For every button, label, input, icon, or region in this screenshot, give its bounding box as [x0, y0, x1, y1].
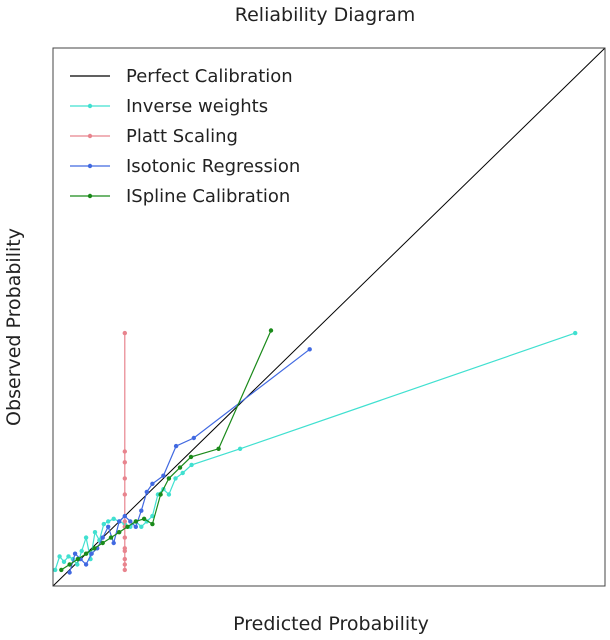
data-point-inverse-weights	[53, 567, 58, 573]
data-point-ispline-calibration	[268, 328, 274, 333]
data-point-isotonic-regression	[100, 535, 105, 540]
data-point-isotonic-regression	[307, 347, 312, 352]
data-point-isotonic-regression	[117, 519, 122, 524]
data-point-ispline-calibration	[100, 540, 105, 546]
data-point-inverse-weights	[83, 535, 89, 540]
legend-label: Platt Scaling	[126, 126, 238, 147]
data-point-isotonic-regression	[83, 562, 89, 567]
data-point-inverse-weights	[573, 330, 578, 336]
legend-label: Perfect Calibration	[126, 66, 293, 87]
data-point-inverse-weights	[150, 513, 155, 519]
data-point-ispline-calibration	[83, 551, 89, 556]
data-point-inverse-weights	[66, 554, 71, 559]
legend-marker	[87, 103, 93, 109]
x-axis-label: Predicted Probability	[233, 613, 429, 635]
y-axis-label: Observed Probability	[3, 228, 25, 426]
legend: Perfect Calibration Inverse weights Platt …	[70, 66, 300, 207]
data-point-ispline-calibration	[166, 476, 172, 481]
data-point-isotonic-regression	[139, 508, 144, 513]
data-point-isotonic-regression	[67, 570, 72, 575]
data-point-platt-scaling	[122, 548, 128, 554]
data-point-platt-scaling	[122, 492, 128, 497]
legend-item-platt-scaling: Platt Scaling	[70, 126, 238, 147]
data-point-platt-scaling	[122, 449, 128, 454]
data-point-platt-scaling	[122, 556, 128, 562]
data-point-ispline-calibration	[133, 519, 138, 524]
data-point-isotonic-regression	[144, 489, 149, 495]
legend-item-inverse-weights: Inverse weights	[70, 96, 268, 117]
data-point-platt-scaling	[122, 460, 128, 465]
legend-item-ispline-calibration: ISpline Calibration	[70, 186, 290, 207]
series-inverse-weights	[53, 330, 578, 573]
data-point-isotonic-regression	[191, 435, 196, 441]
data-point-ispline-calibration	[125, 524, 130, 529]
chart-title: Reliability Diagram	[235, 4, 415, 26]
data-point-isotonic-regression	[150, 481, 155, 486]
data-point-ispline-calibration	[117, 530, 122, 535]
series-ispline-calibration	[59, 328, 274, 573]
data-point-isotonic-regression	[106, 524, 111, 529]
data-point-platt-scaling	[122, 567, 128, 573]
data-point-ispline-calibration	[188, 454, 194, 460]
legend-item-perfect-calibration: Perfect Calibration	[70, 66, 293, 87]
series-line-inverse-weights	[54, 332, 576, 571]
data-point-inverse-weights	[111, 516, 116, 521]
data-point-ispline-calibration	[92, 546, 97, 551]
data-point-isotonic-regression	[72, 551, 78, 556]
data-point-ispline-calibration	[150, 521, 155, 527]
data-point-inverse-weights	[61, 559, 67, 564]
data-point-inverse-weights	[166, 492, 172, 497]
data-point-inverse-weights	[75, 562, 80, 567]
data-point-inverse-weights	[180, 470, 185, 476]
data-point-inverse-weights	[101, 521, 107, 527]
data-point-platt-scaling	[122, 330, 128, 336]
data-point-inverse-weights	[79, 548, 84, 554]
series-line-isotonic-regression	[69, 348, 311, 573]
data-point-platt-scaling	[122, 519, 128, 524]
data-point-platt-scaling	[122, 562, 128, 567]
data-point-inverse-weights	[237, 446, 243, 451]
data-point-ispline-calibration	[177, 465, 183, 470]
data-point-inverse-weights	[189, 462, 194, 468]
legend-label: ISpline Calibration	[126, 186, 290, 207]
data-point-platt-scaling	[122, 535, 128, 540]
legend-label: Inverse weights	[126, 96, 268, 117]
series-platt-scaling	[122, 330, 128, 573]
series-layer	[52, 47, 606, 587]
data-point-isotonic-regression	[161, 473, 166, 478]
legend-marker	[87, 133, 93, 139]
data-point-isotonic-regression	[122, 513, 128, 519]
data-point-isotonic-regression	[89, 551, 94, 556]
data-point-platt-scaling	[122, 476, 128, 481]
data-point-ispline-calibration	[108, 535, 114, 540]
data-point-ispline-calibration	[75, 556, 81, 562]
data-point-ispline-calibration	[216, 446, 221, 451]
data-point-isotonic-regression	[133, 524, 138, 529]
data-point-inverse-weights	[106, 519, 111, 524]
plot-frame	[52, 47, 606, 587]
data-point-ispline-calibration	[141, 516, 147, 521]
data-point-isotonic-regression	[128, 519, 133, 524]
legend-item-isotonic-regression: Isotonic Regression	[70, 156, 300, 177]
data-point-inverse-weights	[173, 476, 178, 481]
legend-label: Isotonic Regression	[126, 156, 300, 177]
data-point-ispline-calibration	[59, 567, 64, 573]
legend-marker	[87, 163, 93, 169]
series-isotonic-regression	[67, 347, 312, 575]
data-point-isotonic-regression	[111, 540, 116, 546]
legend-marker	[87, 193, 93, 199]
data-point-inverse-weights	[139, 524, 144, 529]
data-point-inverse-weights	[57, 554, 62, 559]
data-point-inverse-weights	[92, 530, 98, 535]
data-point-ispline-calibration	[67, 562, 72, 567]
data-point-ispline-calibration	[158, 492, 163, 497]
data-point-isotonic-regression	[173, 443, 179, 449]
